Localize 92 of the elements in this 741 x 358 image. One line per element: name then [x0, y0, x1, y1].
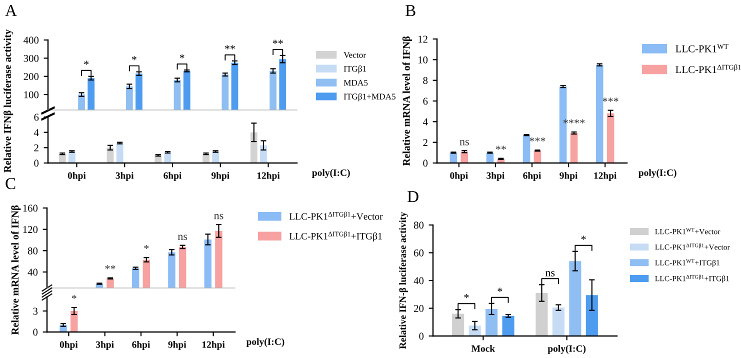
annotation: *	[464, 294, 469, 298]
y-tick-label: 400	[24, 36, 39, 44]
y-axis-title: Relative IFNβ luciferase activity	[4, 29, 14, 173]
y-tick-label: 80	[414, 222, 424, 229]
annotation: **	[496, 146, 506, 150]
bar	[452, 314, 464, 336]
x-tick-label: 9hpi	[211, 172, 230, 181]
x-tick-label: 6hpi	[164, 172, 182, 181]
annotation: ns	[545, 271, 555, 276]
bar	[502, 316, 514, 336]
y-tick-label: 40	[414, 277, 424, 284]
legend-label: LLC-PK1$^{ΔITGβ1}$	[676, 64, 741, 74]
y-tick-label: 4	[422, 118, 428, 126]
annotation: ns	[178, 234, 188, 240]
annotation: *	[132, 56, 136, 60]
y-tick-label: 40	[28, 268, 38, 276]
annotation: *	[581, 236, 586, 240]
y-tick-label: 0	[423, 160, 428, 167]
annotation: **	[272, 40, 283, 44]
bar	[260, 145, 267, 163]
y-tick-label: 80	[28, 247, 38, 254]
chart-title: D	[407, 191, 418, 202]
annotation: **	[224, 45, 235, 50]
x-tick-label: 0hpi	[60, 341, 78, 350]
y-tick-label: 60	[414, 249, 424, 256]
y-tick-label: 12	[418, 36, 428, 43]
x-tick-label: 3hpi	[96, 341, 114, 350]
y-tick-label: 2	[34, 144, 38, 152]
y-tick-label: 0	[33, 328, 38, 336]
bar	[460, 152, 468, 163]
bar	[596, 64, 604, 163]
legend-label: LLC-PK1$^{ΔITGβ1}$+ITGβ1	[289, 231, 382, 242]
chart-title: C	[6, 178, 16, 190]
y-tick-label: 100	[24, 91, 39, 98]
bar	[569, 261, 582, 336]
annotation: ns	[214, 214, 224, 220]
annotation: *	[84, 60, 89, 65]
x-tick-label: 6hpi	[523, 172, 542, 181]
y-tick-label: 6	[34, 114, 39, 121]
y-tick-label: 160	[23, 204, 38, 212]
y-tick-label: 4	[34, 129, 39, 136]
y-tick-label: 6	[423, 98, 428, 105]
y-tick-label: 0	[419, 332, 424, 340]
bar	[536, 292, 548, 336]
x-tick-label: 0hpi	[68, 172, 86, 181]
bar	[552, 308, 564, 336]
x-tick-label: 3hpi	[486, 172, 505, 181]
bar	[606, 113, 614, 163]
legend-label: LLC-PK1$^{WT}$	[676, 44, 728, 52]
bar	[468, 326, 481, 336]
legend-label: LLC-PK1$^{ΔITGβ1}$+Vector	[289, 212, 383, 220]
bar	[586, 295, 598, 336]
bar	[570, 133, 578, 163]
legend-label: MDA5	[344, 80, 368, 86]
y-tick-label: 200	[24, 73, 39, 80]
x-tick-label: 12hpi	[257, 172, 280, 181]
legend-label: ITGβ1+MDA5	[344, 93, 396, 102]
y-tick-label: 20	[414, 304, 424, 312]
y-tick-label: 300	[24, 54, 39, 62]
x-tick-label: 12hpi	[594, 172, 617, 181]
bar	[534, 150, 542, 163]
bar	[250, 132, 258, 163]
x-tick-label: 9hpi	[168, 341, 186, 350]
annotation: *	[498, 288, 502, 292]
y-axis-title: Relative mRNA level of IFNβ	[11, 205, 21, 335]
y-tick-label: 3	[33, 308, 38, 315]
x-tick-label: Mock	[471, 345, 496, 352]
chart-title: B	[405, 5, 416, 16]
x-tick-label: 9hpi	[560, 172, 578, 181]
legend-label: ITGβ1	[344, 66, 366, 74]
legend-label: Vector	[344, 52, 366, 58]
annotation: **	[105, 265, 116, 270]
bar	[486, 308, 498, 336]
y-axis-title: Relative mRNA level of IFNβ	[402, 36, 412, 166]
y-tick-label: 0	[34, 160, 39, 167]
x-tick-label: 6hpi	[132, 341, 150, 350]
annotation: ns	[460, 140, 469, 146]
bar	[116, 143, 124, 163]
bar	[522, 135, 530, 163]
y-axis-title: Relative IFN-β luciferase activity	[399, 212, 408, 349]
chart-title: A	[5, 5, 17, 16]
annotation: *	[144, 244, 149, 250]
x-tick-label: poly(I:C)	[548, 345, 586, 354]
y-tick-label: 2	[423, 139, 428, 146]
annotation: *	[180, 54, 184, 58]
y-tick-label: 10	[418, 56, 428, 64]
x-tick-label: 12hpi	[202, 341, 225, 350]
x-tick-label: 0hpi	[450, 172, 468, 181]
y-tick-label: 120	[23, 226, 38, 234]
x-tick-label: 3hpi	[116, 172, 134, 181]
y-tick-label: 8	[423, 77, 428, 84]
annotation: *	[72, 294, 76, 299]
